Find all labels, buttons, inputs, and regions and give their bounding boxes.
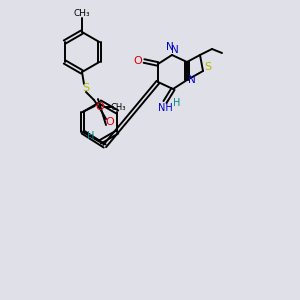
Text: NH: NH xyxy=(158,103,172,113)
Text: N: N xyxy=(171,45,179,55)
Text: S: S xyxy=(204,62,211,72)
Text: N: N xyxy=(188,75,196,85)
Text: CH₃: CH₃ xyxy=(74,8,90,17)
Text: O: O xyxy=(106,117,114,127)
Text: H: H xyxy=(173,98,181,108)
Text: S: S xyxy=(82,83,90,93)
Text: H: H xyxy=(87,131,94,141)
Text: CH₃: CH₃ xyxy=(111,103,126,112)
Text: O: O xyxy=(95,102,104,112)
Text: O: O xyxy=(134,56,142,66)
Text: N: N xyxy=(166,42,174,52)
